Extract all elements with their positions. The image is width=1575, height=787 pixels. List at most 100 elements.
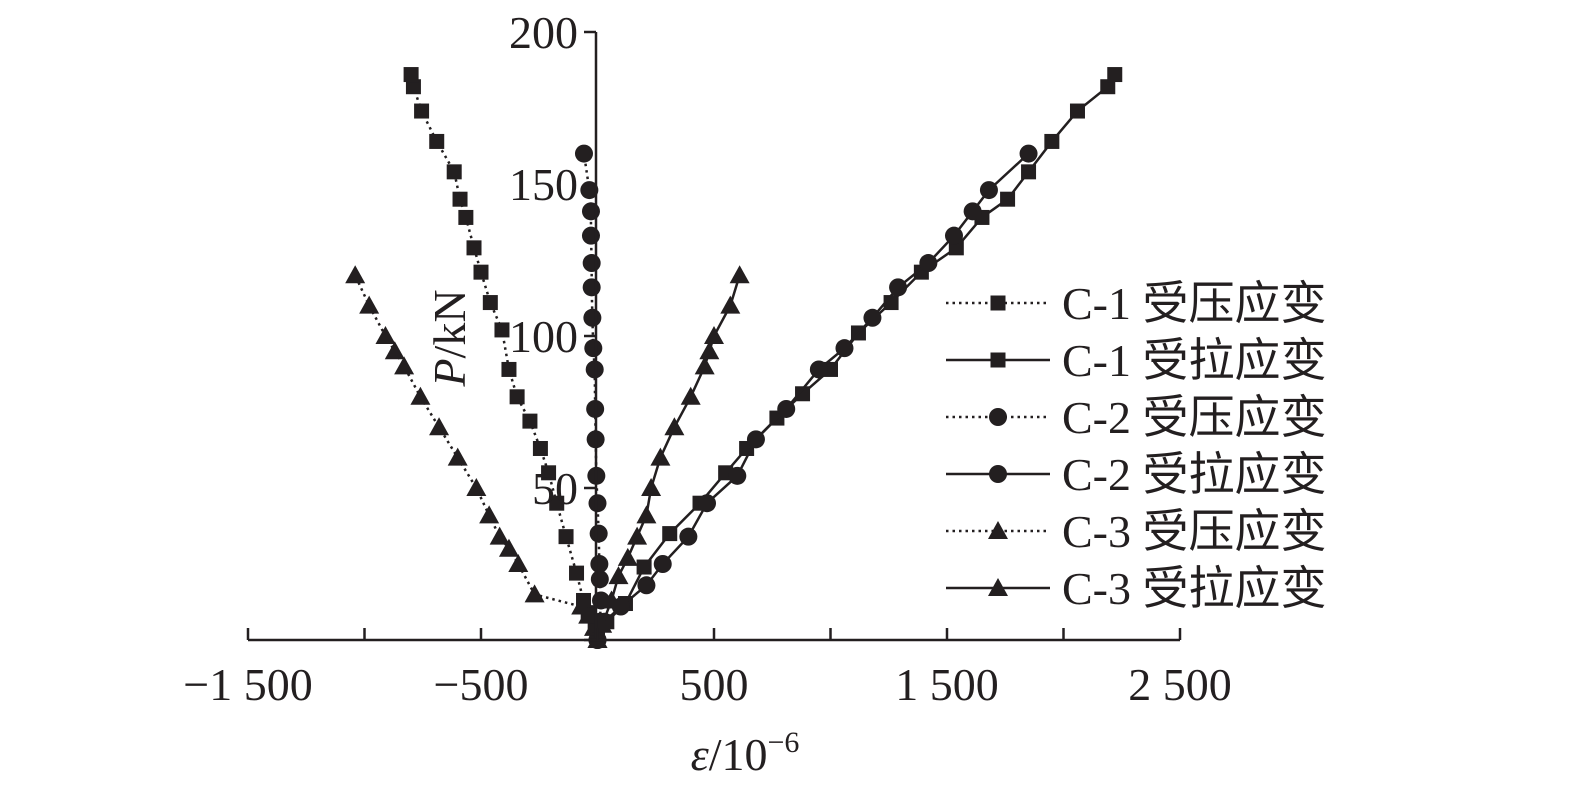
data-point — [583, 308, 602, 327]
data-point — [582, 254, 601, 273]
data-point — [447, 447, 468, 466]
data-point — [1019, 144, 1038, 163]
data-point — [636, 505, 657, 524]
data-point — [498, 538, 519, 557]
data-point — [809, 360, 828, 379]
data-point — [452, 191, 468, 207]
data-point — [571, 596, 592, 615]
data-point — [429, 133, 445, 149]
data-point — [466, 240, 482, 256]
x-tick-label: 500 — [680, 659, 749, 710]
data-point — [410, 386, 431, 405]
data-point — [863, 308, 882, 327]
legend-item: C-3 受拉应变 — [946, 563, 1327, 614]
data-point — [584, 339, 603, 358]
data-point — [403, 67, 419, 83]
data-point — [549, 495, 565, 511]
data-point — [589, 524, 608, 543]
data-point — [680, 386, 701, 405]
data-point — [524, 584, 545, 603]
data-point — [653, 555, 672, 573]
legend-marker — [988, 521, 1008, 539]
data-point — [979, 181, 998, 200]
data-point — [777, 399, 796, 418]
data-point — [963, 202, 982, 221]
legend-item: C-2 受拉应变 — [946, 449, 1327, 500]
x-axis-title: ε/10−6 — [691, 726, 800, 780]
data-point — [375, 326, 396, 344]
legend-item: C-3 受压应变 — [946, 506, 1327, 557]
y-tick-label: 100 — [509, 311, 578, 362]
data-point — [522, 413, 538, 429]
data-point — [345, 265, 366, 284]
legend-label: C-2 受拉应变 — [1062, 449, 1327, 500]
data-point — [394, 356, 415, 375]
data-point — [574, 144, 593, 163]
data-point — [585, 360, 604, 379]
data-point — [650, 447, 671, 466]
data-point — [679, 527, 698, 546]
data-point — [1100, 79, 1116, 95]
series-line — [596, 73, 1116, 641]
data-point — [1021, 164, 1037, 180]
data-point — [944, 226, 963, 245]
data-point — [627, 526, 648, 545]
y-tick-label: 50 — [532, 463, 578, 514]
data-point — [501, 361, 517, 377]
data-point — [664, 417, 685, 436]
legend-label: C-3 受压应变 — [1062, 506, 1327, 557]
data-point — [728, 466, 747, 485]
data-point — [384, 341, 405, 360]
data-point — [581, 202, 600, 221]
series-4 — [588, 144, 1038, 649]
data-point — [532, 440, 548, 456]
data-point — [1044, 133, 1060, 149]
data-point — [489, 526, 510, 545]
legend-marker — [990, 352, 1006, 368]
data-point — [405, 79, 421, 95]
legend-marker — [989, 408, 1007, 426]
data-point — [608, 566, 629, 585]
data-point — [699, 341, 720, 360]
data-point — [637, 576, 656, 595]
data-point — [746, 430, 765, 449]
legend-marker — [990, 295, 1006, 311]
data-point — [541, 465, 557, 481]
legend-item: C-1 受压应变 — [946, 278, 1327, 329]
data-point — [1069, 103, 1085, 119]
legend-label: C-3 受拉应变 — [1062, 563, 1327, 614]
legend-label: C-1 受拉应变 — [1062, 335, 1327, 386]
data-point — [414, 103, 430, 119]
legend-marker — [989, 465, 1007, 483]
data-point — [1107, 67, 1123, 83]
data-point — [590, 555, 609, 573]
x-tick-label: −500 — [434, 659, 529, 710]
data-point — [494, 322, 510, 338]
legend-item: C-1 受拉应变 — [946, 335, 1327, 386]
data-point — [429, 417, 450, 436]
data-point — [482, 295, 498, 311]
data-point — [359, 295, 380, 314]
data-point — [569, 565, 585, 581]
data-point — [617, 547, 638, 566]
data-point — [641, 478, 662, 496]
data-point — [446, 164, 462, 180]
data-point — [698, 494, 717, 513]
data-point — [466, 478, 487, 496]
series-layer — [345, 67, 1123, 649]
data-point — [1000, 191, 1016, 207]
data-point — [919, 254, 938, 273]
data-point — [636, 559, 652, 575]
data-point — [558, 529, 574, 545]
axes-layer: −1 500 −500 500 1 500 2 500 50 100 150 200 — [183, 7, 1231, 710]
data-point — [508, 554, 529, 572]
x-tick-label: −1 500 — [183, 659, 312, 710]
x-tick-label: 1 500 — [895, 659, 999, 710]
y-tick-label: 200 — [509, 7, 578, 58]
data-point — [889, 278, 908, 297]
data-point — [578, 605, 599, 624]
data-point — [835, 339, 854, 358]
data-point — [662, 526, 678, 542]
legend-label: C-1 受压应变 — [1062, 278, 1327, 329]
